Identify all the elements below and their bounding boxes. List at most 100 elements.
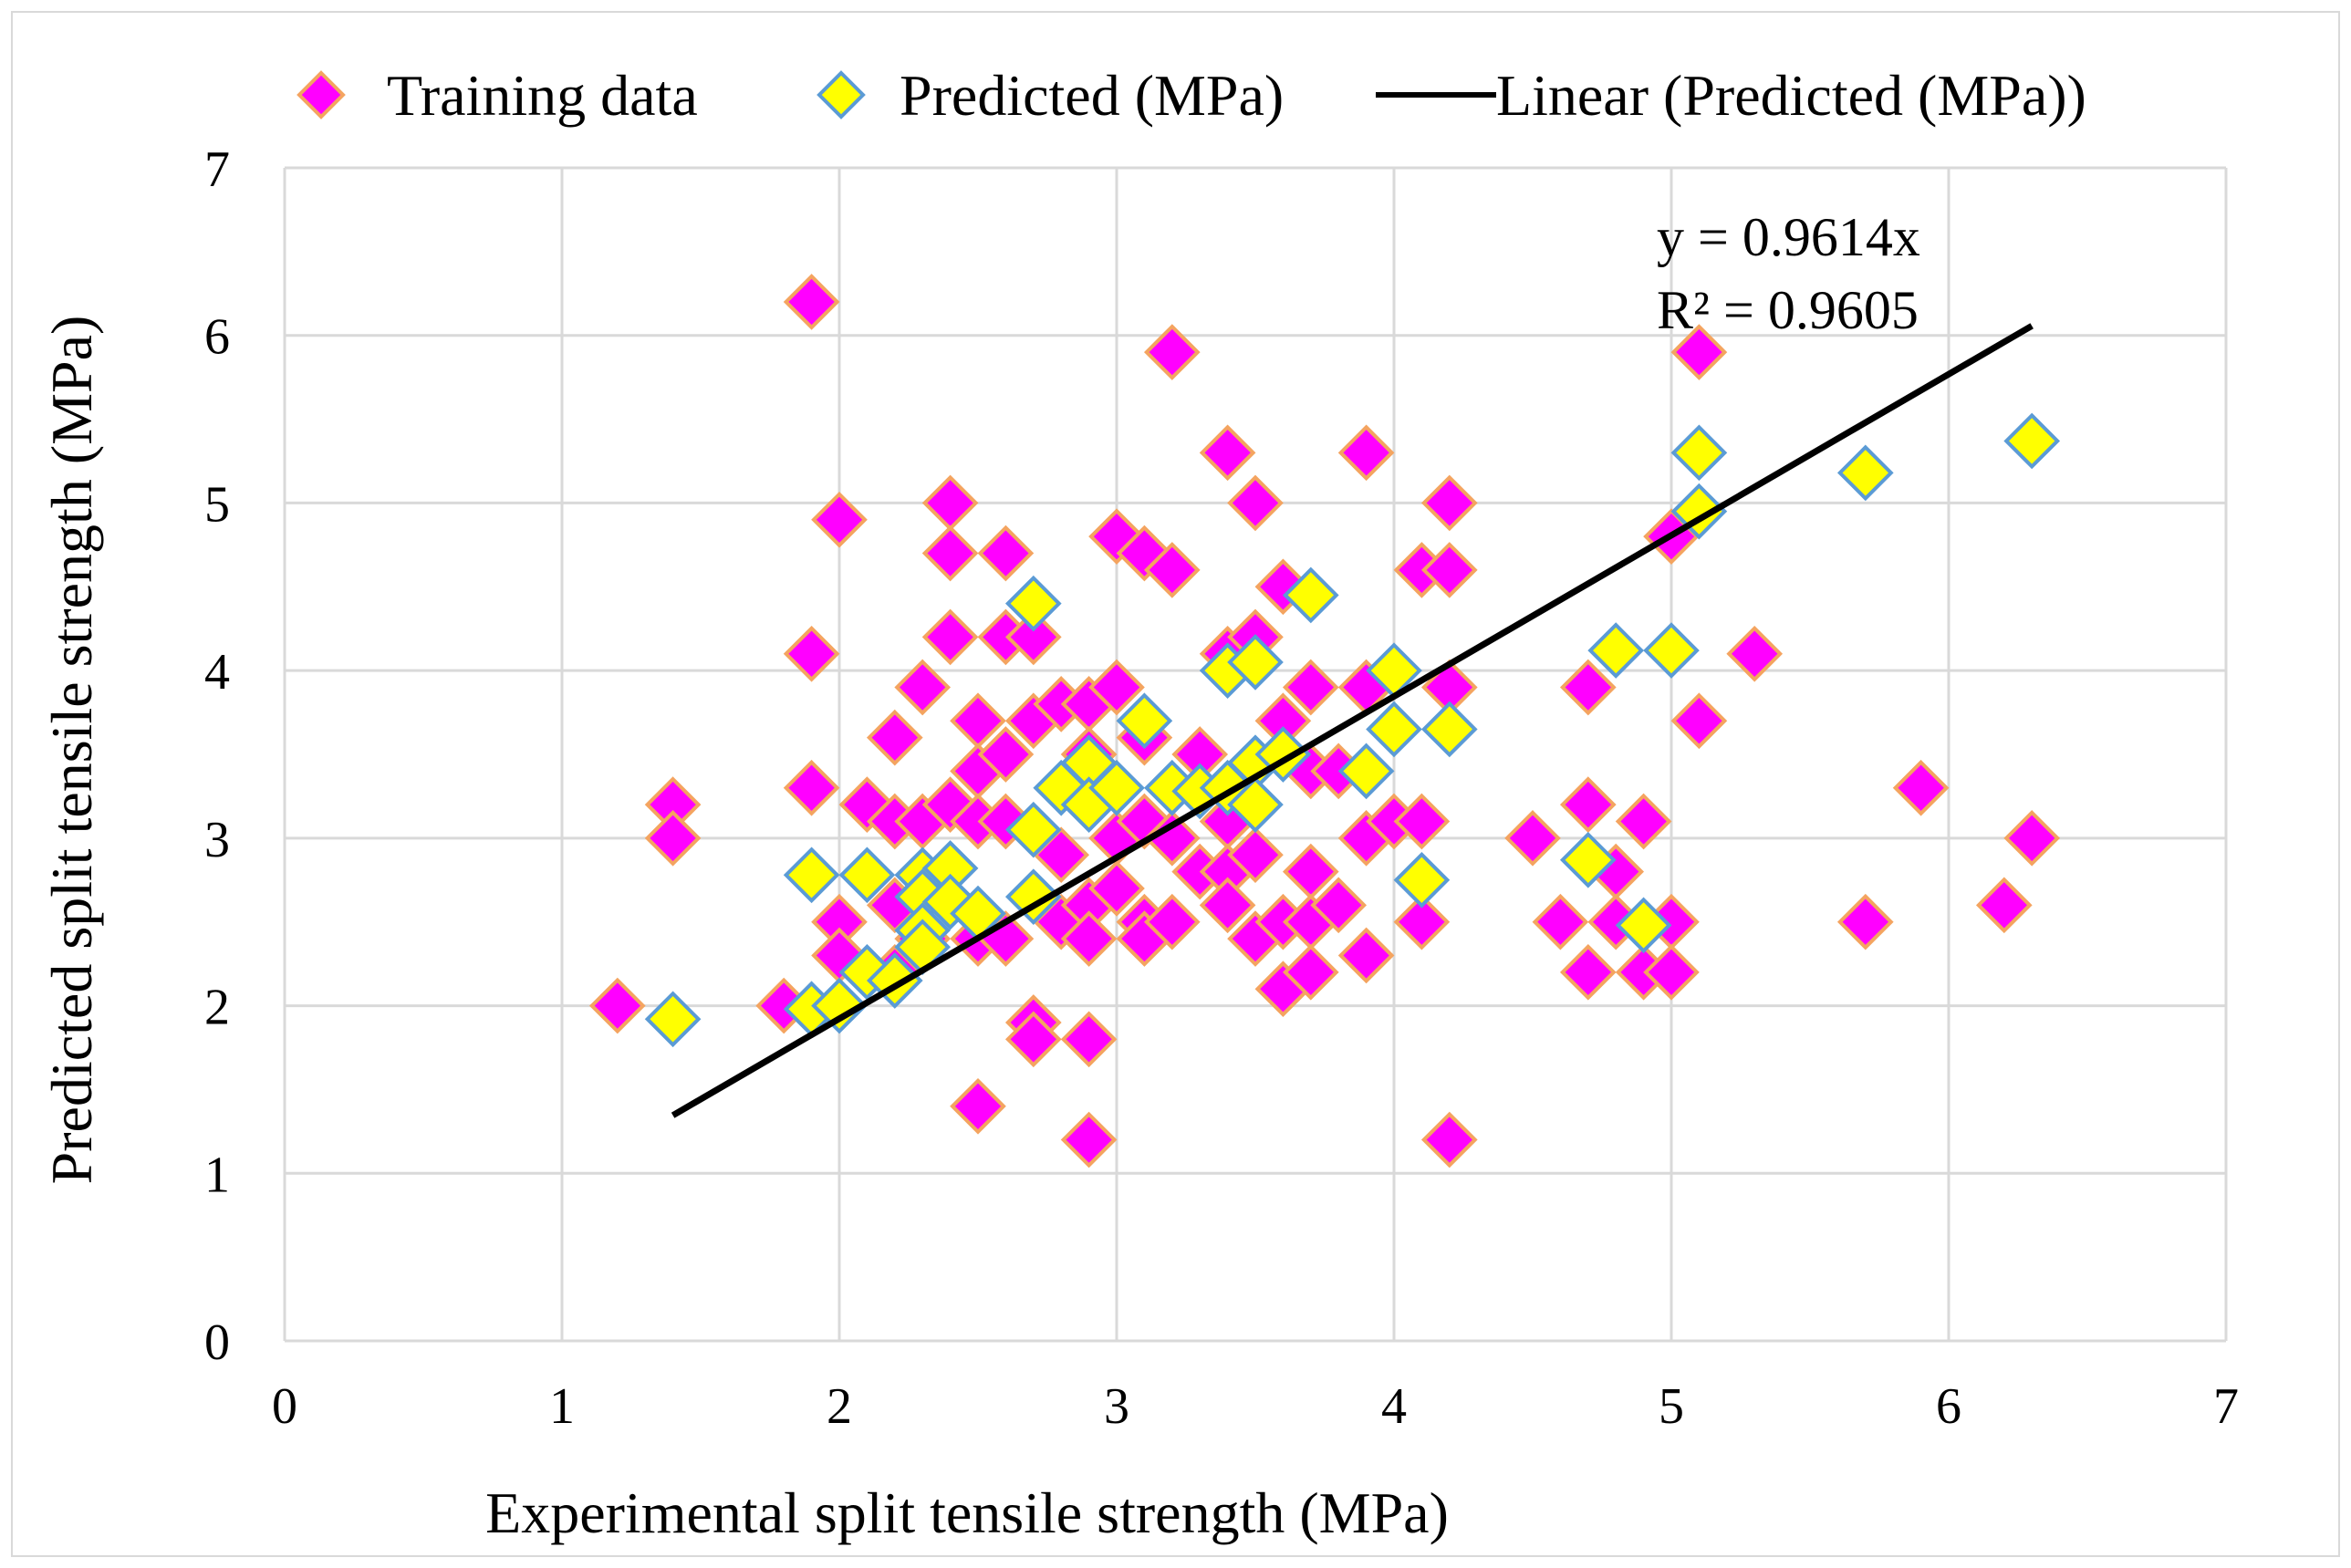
data-point xyxy=(1337,742,1395,800)
data-point xyxy=(838,846,896,904)
data-point xyxy=(1004,801,1062,858)
data-point xyxy=(950,1077,1006,1135)
grid-lines xyxy=(283,166,2228,1343)
data-point xyxy=(866,709,923,766)
data-point xyxy=(1227,634,1284,691)
data-point xyxy=(1088,659,1145,716)
data-point xyxy=(811,491,868,548)
data-point xyxy=(1892,759,1950,816)
y-tick-label: 7 xyxy=(204,141,230,198)
x-tick-label: 5 xyxy=(1659,1378,1684,1435)
data-point xyxy=(921,524,979,582)
data-point xyxy=(1532,893,1589,950)
data-point xyxy=(783,846,840,904)
data-point xyxy=(1227,776,1284,833)
data-point xyxy=(921,474,979,532)
data-point xyxy=(2003,810,2061,867)
data-point xyxy=(1060,910,1118,967)
data-point xyxy=(1615,793,1672,850)
y-tick-label: 6 xyxy=(204,309,230,366)
series-predicted xyxy=(644,412,2061,1048)
data-point xyxy=(1143,324,1201,380)
data-point xyxy=(1393,893,1451,950)
data-point xyxy=(1559,831,1617,888)
data-point xyxy=(1726,625,1784,682)
data-point xyxy=(1227,826,1284,884)
data-point xyxy=(644,991,702,1048)
data-points xyxy=(588,274,2061,1168)
data-point xyxy=(1143,893,1201,950)
x-axis-title: Experimental split tensile strength (MPa… xyxy=(485,1480,1449,1545)
data-point xyxy=(783,759,840,816)
data-point xyxy=(1836,893,1894,950)
data-point xyxy=(977,524,1035,582)
data-point xyxy=(1420,1111,1478,1168)
data-point xyxy=(1643,944,1700,1001)
x-tick-label: 0 xyxy=(272,1378,297,1435)
data-point xyxy=(1975,877,2033,934)
data-point xyxy=(1004,1011,1062,1068)
series-training-data xyxy=(588,274,2061,1168)
data-point xyxy=(977,726,1035,783)
data-point xyxy=(1337,424,1395,482)
data-point xyxy=(1670,692,1728,750)
data-point xyxy=(1004,575,1062,632)
data-point xyxy=(1559,944,1617,1001)
data-point xyxy=(1420,701,1478,758)
data-point xyxy=(1504,810,1561,867)
data-point xyxy=(1670,424,1728,482)
data-point xyxy=(1227,474,1284,532)
legend: Training data Predicted (MPa) Linear (Pr… xyxy=(296,63,2086,128)
y-tick-label: 3 xyxy=(204,812,230,868)
data-point xyxy=(1116,692,1173,750)
data-point xyxy=(1643,622,1700,679)
legend-label-linear: Linear (Predicted (MPa)) xyxy=(1496,63,2086,128)
data-point xyxy=(811,977,868,1034)
x-tick-label: 6 xyxy=(1936,1378,1961,1435)
data-point xyxy=(1337,927,1395,984)
trendline xyxy=(671,323,2034,1118)
data-point xyxy=(644,810,702,867)
data-point xyxy=(1615,897,1672,954)
data-point xyxy=(1587,622,1645,679)
data-point xyxy=(1199,424,1256,482)
trendline-r-squared: R² = 0.9605 xyxy=(1657,280,1919,340)
data-point xyxy=(1310,877,1368,934)
data-point xyxy=(1004,868,1062,925)
data-point xyxy=(2003,412,2061,470)
data-point xyxy=(894,659,952,716)
tick-labels: 0 1 2 3 4 5 6 7 0 1 2 3 4 5 6 7 xyxy=(204,141,2239,1435)
data-point xyxy=(783,274,840,330)
data-point xyxy=(1088,860,1145,917)
data-point xyxy=(1559,776,1617,833)
data-point xyxy=(1060,1111,1118,1168)
data-point xyxy=(783,625,840,682)
data-point xyxy=(921,608,979,666)
data-point xyxy=(1420,542,1478,598)
legend-label-predicted: Predicted (MPa) xyxy=(900,63,1284,128)
y-tick-label: 1 xyxy=(204,1147,230,1203)
trendline-line xyxy=(671,323,2034,1118)
legend-label-training-data: Training data xyxy=(387,63,698,128)
data-point xyxy=(1060,1011,1118,1068)
data-point xyxy=(1282,566,1339,624)
x-tick-label: 4 xyxy=(1381,1378,1407,1435)
data-point xyxy=(1393,851,1451,909)
trendline-equation: y = 0.9614x xyxy=(1657,207,1920,267)
data-point xyxy=(1670,324,1728,380)
data-point xyxy=(1199,877,1256,934)
data-point xyxy=(1143,542,1201,598)
legend-marker-training-data xyxy=(296,70,346,119)
y-tick-label: 4 xyxy=(204,644,230,701)
legend-marker-predicted xyxy=(817,70,866,119)
y-tick-label: 0 xyxy=(204,1314,230,1371)
x-tick-label: 2 xyxy=(827,1378,852,1435)
data-point xyxy=(588,977,646,1034)
data-point xyxy=(1836,444,1894,502)
data-point xyxy=(1366,701,1422,758)
x-tick-label: 7 xyxy=(2213,1378,2239,1435)
data-point xyxy=(1282,659,1339,716)
data-point xyxy=(1282,944,1339,1001)
y-tick-label: 2 xyxy=(204,980,230,1036)
